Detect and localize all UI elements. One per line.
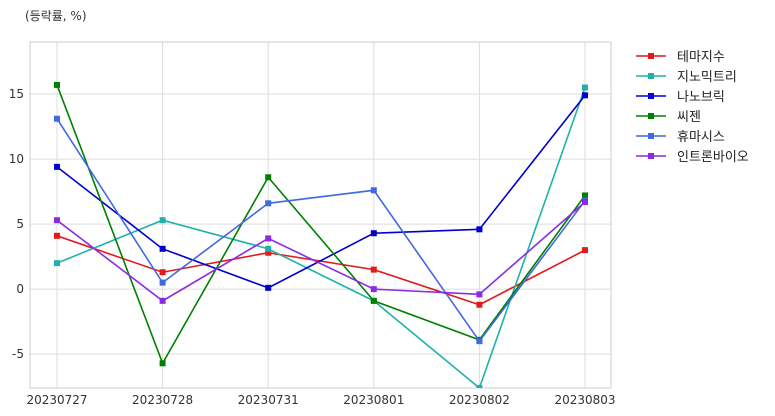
legend-label: 인트론바이오 xyxy=(677,150,749,165)
y-tick-label: 0 xyxy=(16,282,24,296)
legend-label: 테마지수 xyxy=(677,50,725,65)
data-point xyxy=(159,279,166,286)
data-point xyxy=(370,286,377,293)
data-point xyxy=(265,235,272,242)
data-point xyxy=(54,260,60,267)
legend-marker xyxy=(648,73,654,79)
y-axis-ticks: 15 10 5 0 -5 xyxy=(9,87,24,361)
legend-marker xyxy=(648,113,654,119)
legend-label: 나노브릭 xyxy=(677,90,725,105)
legend-entry: 테마지수 xyxy=(636,50,725,65)
series-line xyxy=(56,201,586,302)
x-axis-ticks: 20230727 20230728 20230731 20230801 20230802… xyxy=(26,393,615,407)
legend-marker xyxy=(648,133,654,139)
y-tick-label: -5 xyxy=(12,347,24,361)
data-point xyxy=(582,198,588,205)
x-tick-label: 20230728 xyxy=(132,393,193,407)
data-point xyxy=(54,163,60,170)
data-point xyxy=(370,297,377,304)
y-tick-label: 5 xyxy=(16,217,24,231)
data-point xyxy=(159,360,166,367)
unit-label: (등락률, %) xyxy=(25,9,87,23)
data-point xyxy=(582,192,588,199)
data-point xyxy=(370,266,377,273)
series-lines xyxy=(54,81,588,388)
data-point xyxy=(159,245,166,252)
data-point xyxy=(54,115,60,122)
plot-area xyxy=(29,41,612,389)
data-point xyxy=(370,187,377,194)
series-6 xyxy=(54,198,588,304)
data-point xyxy=(476,385,483,388)
x-tick-label: 20230803 xyxy=(554,393,615,407)
legend-entry: 나노브릭 xyxy=(636,90,725,105)
data-point xyxy=(265,249,272,256)
legend-label: 지노믹트리 xyxy=(677,70,737,85)
series-5 xyxy=(54,115,588,345)
data-point xyxy=(159,217,166,224)
x-tick-label: 20230801 xyxy=(343,393,404,407)
data-point xyxy=(370,230,377,237)
legend-marker xyxy=(648,93,654,99)
data-point xyxy=(265,200,272,207)
legend-entry: 씨젠 xyxy=(636,110,701,125)
series-line xyxy=(56,94,586,289)
legend-marker xyxy=(648,53,654,59)
data-point xyxy=(582,247,588,254)
data-point xyxy=(54,232,60,239)
data-point xyxy=(159,269,166,276)
series-3 xyxy=(54,92,588,291)
series-line xyxy=(56,87,586,388)
y-tick-label: 10 xyxy=(9,152,24,166)
data-point xyxy=(159,297,166,304)
legend-entry: 휴마시스 xyxy=(636,130,725,145)
legend-label: 씨젠 xyxy=(677,110,701,125)
legend-entry: 지노믹트리 xyxy=(636,70,737,85)
series-line xyxy=(56,118,586,343)
x-tick-label: 20230727 xyxy=(26,393,87,407)
legend-label: 휴마시스 xyxy=(677,130,725,145)
grid xyxy=(30,42,611,388)
data-point xyxy=(476,291,483,298)
legend-marker xyxy=(648,153,654,159)
series-line xyxy=(56,84,586,366)
legend-entry: 인트론바이오 xyxy=(636,150,749,165)
data-point xyxy=(265,284,272,291)
x-tick-label: 20230731 xyxy=(238,393,299,407)
x-tick-label: 20230802 xyxy=(449,393,510,407)
data-point xyxy=(582,92,588,99)
data-point xyxy=(476,226,483,233)
data-point xyxy=(54,217,60,224)
data-point xyxy=(265,174,272,181)
data-point xyxy=(582,84,588,91)
data-point xyxy=(265,245,272,252)
data-point xyxy=(476,301,483,308)
data-point xyxy=(476,338,483,345)
y-tick-label: 15 xyxy=(9,87,24,101)
data-point xyxy=(54,81,60,88)
